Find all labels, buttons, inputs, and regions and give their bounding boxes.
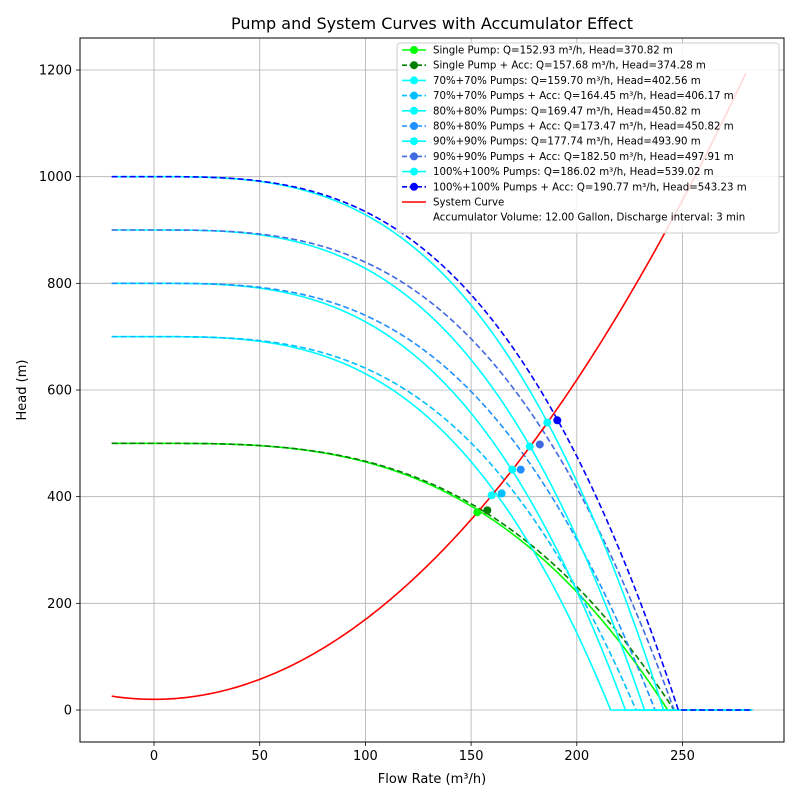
- y-tick-label: 200: [47, 597, 72, 612]
- operating-point-6: [516, 465, 525, 474]
- operating-points: [473, 416, 562, 517]
- legend-label-system: System Curve: [433, 198, 504, 209]
- legend-label-2: Single Pump + Acc: Q=157.68 m³/h, Head=3…: [433, 61, 706, 72]
- curves: [111, 72, 753, 711]
- operating-point-5: [508, 465, 517, 474]
- legend-label-5: 80%+80% Pumps: Q=169.47 m³/h, Head=450.8…: [433, 106, 701, 117]
- pump-curve-10: [111, 175, 753, 711]
- chart-title: Pump and System Curves with Accumulator …: [231, 14, 633, 33]
- pump-curve-8: [111, 229, 753, 711]
- operating-point-9: [543, 418, 552, 427]
- legend-marker-8: [410, 152, 418, 161]
- x-tick-label: 150: [459, 749, 484, 764]
- legend-marker-5: [410, 106, 418, 115]
- y-tick-label: 0: [64, 704, 72, 719]
- x-tick-label: 100: [353, 749, 378, 764]
- x-tick-label: 50: [251, 749, 268, 764]
- legend-note: Accumulator Volume: 12.00 Gallon, Discha…: [433, 213, 745, 224]
- pump-curve-7: [111, 229, 753, 711]
- x-tick-label: 0: [150, 749, 158, 764]
- legend-label-4: 70%+70% Pumps + Acc: Q=164.45 m³/h, Head…: [433, 91, 734, 102]
- pump-curve-2: [111, 442, 753, 711]
- operating-point-1: [473, 508, 482, 517]
- operating-point-2: [483, 506, 492, 515]
- pump-curve-6: [111, 282, 753, 711]
- legend-marker-7: [410, 137, 418, 146]
- legend-marker-1: [410, 46, 418, 54]
- y-axis-label: Head (m): [15, 360, 30, 421]
- legend-label-3: 70%+70% Pumps: Q=159.70 m³/h, Head=402.5…: [433, 76, 701, 87]
- legend-marker-4: [410, 91, 418, 100]
- pump-curve-1: [111, 442, 753, 711]
- axis-ticks: 0 50 100 150 200 250 0 200 400 600 800 1000 1200: [39, 64, 695, 765]
- operating-point-4: [497, 489, 506, 498]
- x-axis-label: Flow Rate (m³/h): [378, 772, 486, 787]
- legend-marker-2: [410, 61, 418, 70]
- system-curve: [111, 72, 747, 701]
- y-tick-label: 800: [47, 277, 72, 292]
- grid: [80, 38, 784, 742]
- legend-marker-9: [410, 167, 418, 176]
- legend: Single Pump: Q=152.93 m³/h, Head=370.82 …: [396, 42, 780, 234]
- legend-label-1: Single Pump: Q=152.93 m³/h, Head=370.82 …: [433, 46, 673, 57]
- y-tick-label: 1000: [39, 170, 72, 185]
- y-tick-label: 600: [47, 384, 72, 399]
- legend-label-9: 100%+100% Pumps: Q=186.02 m³/h, Head=539…: [433, 167, 714, 178]
- legend-marker-10: [410, 182, 418, 191]
- y-tick-label: 1200: [39, 64, 72, 79]
- pump-curve-9: [111, 175, 753, 711]
- operating-point-7: [525, 442, 534, 451]
- legend-label-7: 90%+90% Pumps: Q=177.74 m³/h, Head=493.9…: [433, 137, 701, 148]
- legend-marker-6: [410, 122, 418, 130]
- legend-box: [396, 42, 780, 234]
- legend-label-10: 100%+100% Pumps + Acc: Q=190.77 m³/h, He…: [433, 182, 747, 193]
- legend-marker-3: [410, 76, 418, 85]
- legend-label-6: 80%+80% Pumps + Acc: Q=173.47 m³/h, Head…: [433, 122, 734, 133]
- operating-point-10: [553, 416, 562, 425]
- legend-label-8: 90%+90% Pumps + Acc: Q=182.50 m³/h, Head…: [433, 152, 734, 163]
- x-tick-label: 200: [564, 749, 589, 764]
- x-tick-label: 250: [670, 749, 695, 764]
- operating-point-8: [535, 440, 544, 449]
- operating-point-3: [487, 491, 496, 500]
- y-tick-label: 400: [47, 490, 72, 505]
